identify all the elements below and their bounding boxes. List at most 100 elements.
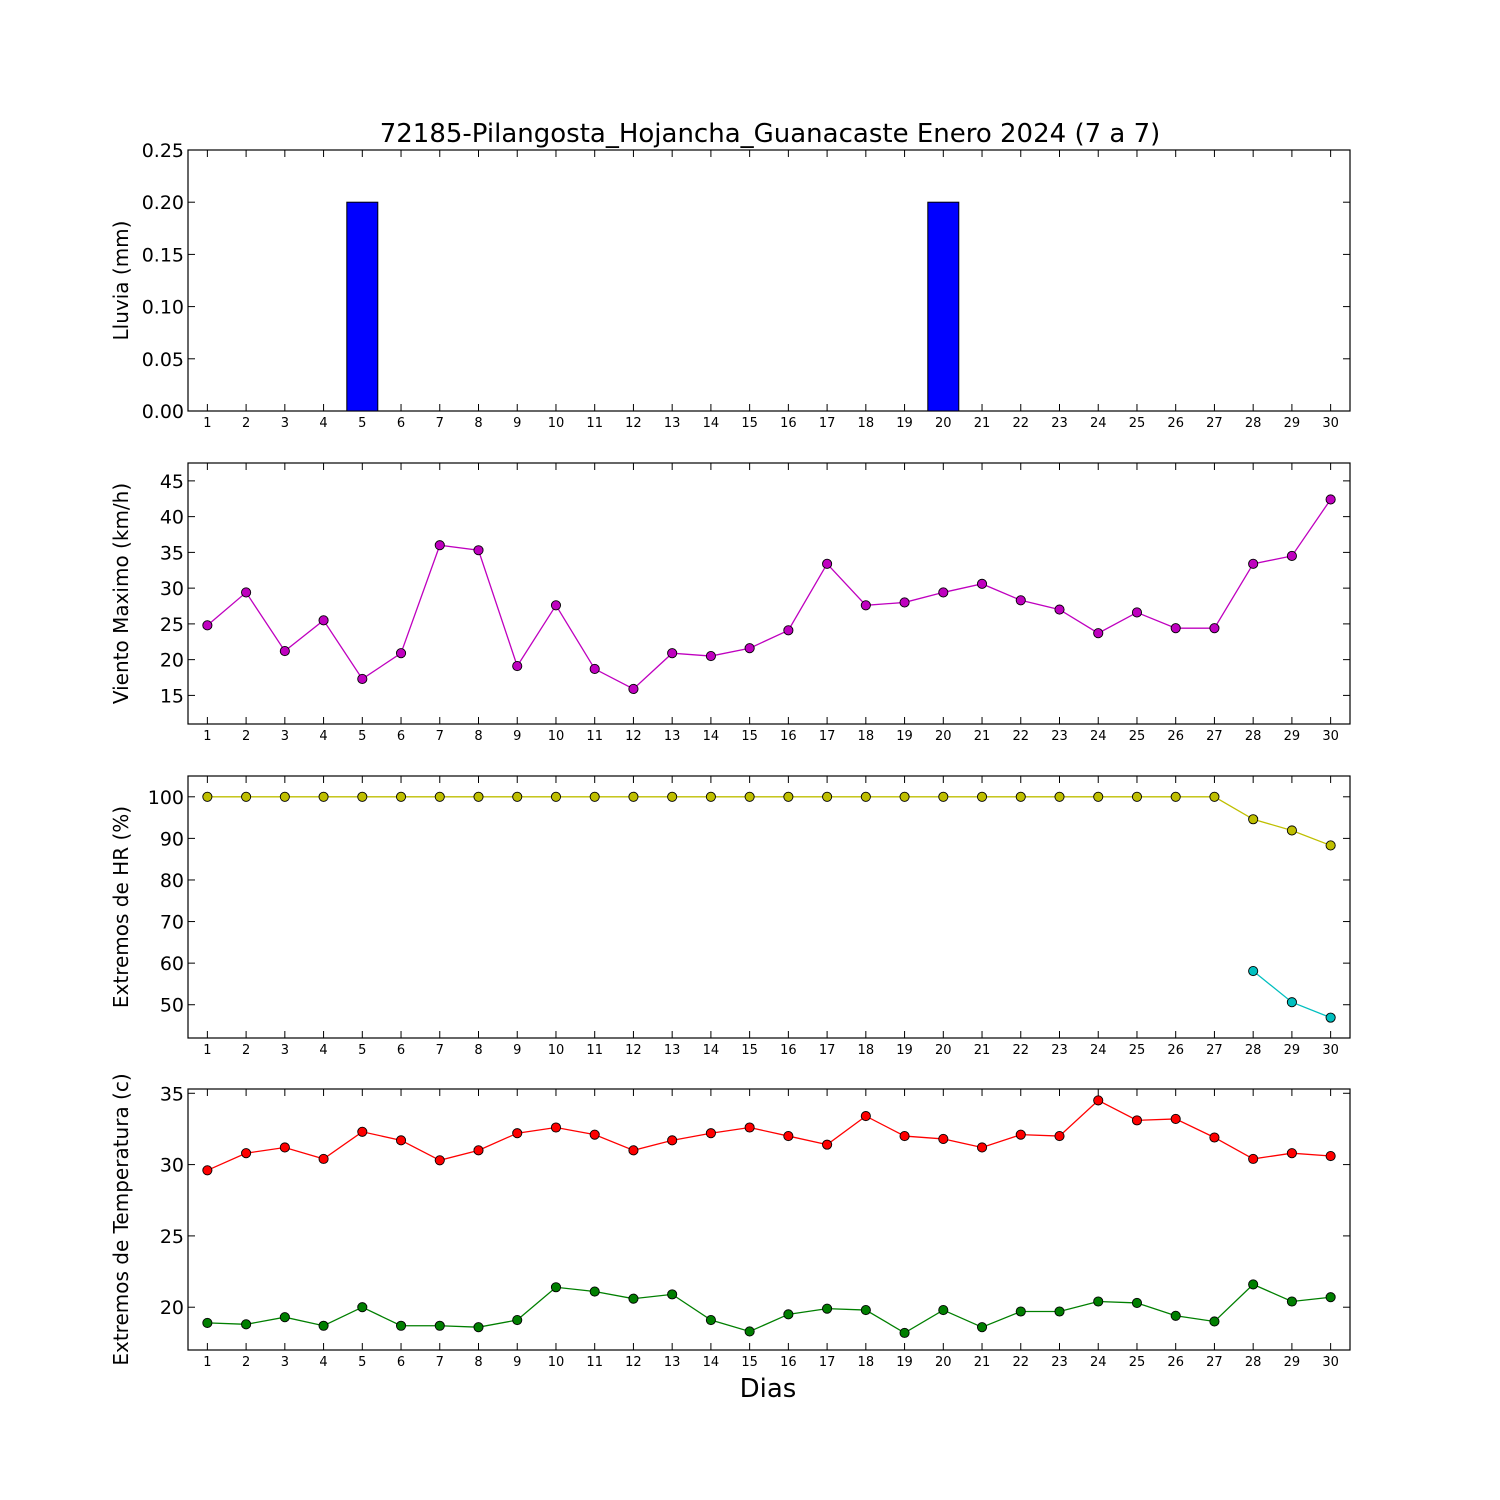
y-tick-label: 20: [160, 650, 184, 672]
data-point: [1209, 791, 1220, 802]
y-tick-label: 0.20: [142, 192, 184, 214]
y-tick-label: 30: [160, 1155, 184, 1177]
rain-bar: [927, 201, 960, 412]
data-point: [357, 791, 368, 802]
y-tick-label: 0.10: [142, 297, 184, 319]
data-point: [473, 791, 484, 802]
x-tick-label: 24: [1090, 416, 1107, 431]
data-point: [976, 1142, 988, 1153]
x-tick-label: 2: [242, 1355, 250, 1370]
x-tick-label: 10: [548, 1043, 565, 1058]
y-tick-label: 100: [148, 787, 184, 809]
x-tick-label: 2: [242, 1043, 250, 1058]
x-tick-label: 13: [664, 416, 681, 431]
x-tick-label: 8: [474, 1355, 482, 1370]
x-tick-label: 29: [1284, 416, 1301, 431]
data-point: [1286, 550, 1297, 562]
x-tick-label: 28: [1245, 729, 1262, 744]
data-point: [705, 1128, 716, 1139]
y-tick-label: 35: [160, 1083, 184, 1105]
data-point: [1209, 1316, 1220, 1327]
data-point: [1170, 1310, 1181, 1321]
x-tick-label: 4: [319, 1043, 327, 1058]
x-tick-label: 5: [358, 416, 366, 431]
x-tick-label: 8: [474, 416, 482, 431]
y-axis-label: Viento Maximo (km/h): [109, 483, 133, 704]
x-tick-label: 22: [1012, 416, 1029, 431]
data-point: [938, 587, 949, 598]
series-line: [207, 1099, 1331, 1171]
x-tick-label: 24: [1090, 1355, 1107, 1370]
x-tick-label: 12: [625, 1043, 642, 1058]
x-tick-label: 9: [513, 729, 521, 744]
y-tick-label: 30: [160, 578, 184, 600]
x-tick-label: 28: [1245, 416, 1262, 431]
data-point: [1015, 595, 1026, 606]
data-point: [434, 791, 445, 802]
x-tick-label: 14: [703, 1355, 720, 1370]
data-point: [1286, 1148, 1297, 1159]
x-tick-label: 1: [203, 729, 211, 744]
data-point: [705, 1314, 716, 1326]
y-tick-label: 0.15: [142, 244, 184, 266]
data-point: [318, 1153, 329, 1164]
data-point: [202, 1165, 213, 1176]
data-point: [976, 1322, 988, 1333]
series-line: [206, 499, 1332, 690]
x-tick-label: 21: [974, 1355, 991, 1370]
data-point: [1286, 1296, 1297, 1307]
x-tick-label: 16: [780, 1043, 797, 1058]
x-tick-label: 10: [548, 416, 565, 431]
x-tick-label: 22: [1012, 1043, 1029, 1058]
data-point: [279, 1142, 290, 1153]
x-tick-label: 6: [397, 1043, 405, 1058]
data-point: [550, 791, 562, 802]
x-tick-label: 28: [1245, 1043, 1262, 1058]
x-tick-label: 25: [1129, 1043, 1146, 1058]
data-point: [395, 1320, 407, 1331]
data-point: [357, 1126, 368, 1137]
data-point: [512, 1314, 523, 1326]
data-point: [202, 1317, 213, 1328]
x-tick-label: 27: [1206, 1355, 1223, 1370]
data-point: [899, 791, 910, 802]
plot-frame: [187, 1088, 1351, 1351]
x-tick-label: 11: [586, 1355, 603, 1370]
data-point: [550, 600, 562, 611]
x-tick-label: 24: [1090, 1043, 1107, 1058]
x-tick-label: 26: [1167, 1355, 1184, 1370]
data-point: [512, 661, 523, 672]
data-point: [667, 1135, 678, 1146]
data-point: [1093, 791, 1104, 802]
x-tick-label: 29: [1284, 1355, 1301, 1370]
x-tick-label: 16: [780, 416, 797, 431]
data-point: [1131, 607, 1143, 618]
x-tick-label: 23: [1051, 729, 1068, 744]
x-tick-label: 8: [474, 729, 482, 744]
x-tick-label: 4: [319, 1355, 327, 1370]
x-tick-label: 14: [703, 416, 720, 431]
x-tick-label: 2: [242, 416, 250, 431]
x-tick-label: 16: [780, 1355, 797, 1370]
y-tick-label: 60: [160, 953, 184, 975]
x-tick-label: 9: [513, 416, 521, 431]
data-point: [395, 1135, 407, 1146]
y-tick-label: 15: [160, 685, 184, 707]
data-point: [1170, 791, 1181, 802]
data-point: [1170, 623, 1181, 634]
data-point: [938, 791, 949, 802]
x-tick-label: 22: [1012, 1355, 1029, 1370]
data-point: [1248, 814, 1259, 825]
data-point: [822, 1303, 833, 1314]
data-point: [279, 646, 290, 657]
x-tick-label: 22: [1012, 729, 1029, 744]
x-tick-label: 13: [664, 729, 681, 744]
y-tick-label: 25: [160, 614, 184, 636]
x-tick-label: 18: [858, 1043, 875, 1058]
x-tick-label: 5: [358, 729, 366, 744]
data-point: [318, 1320, 329, 1331]
data-point: [1209, 1132, 1220, 1143]
x-tick-label: 27: [1206, 416, 1223, 431]
